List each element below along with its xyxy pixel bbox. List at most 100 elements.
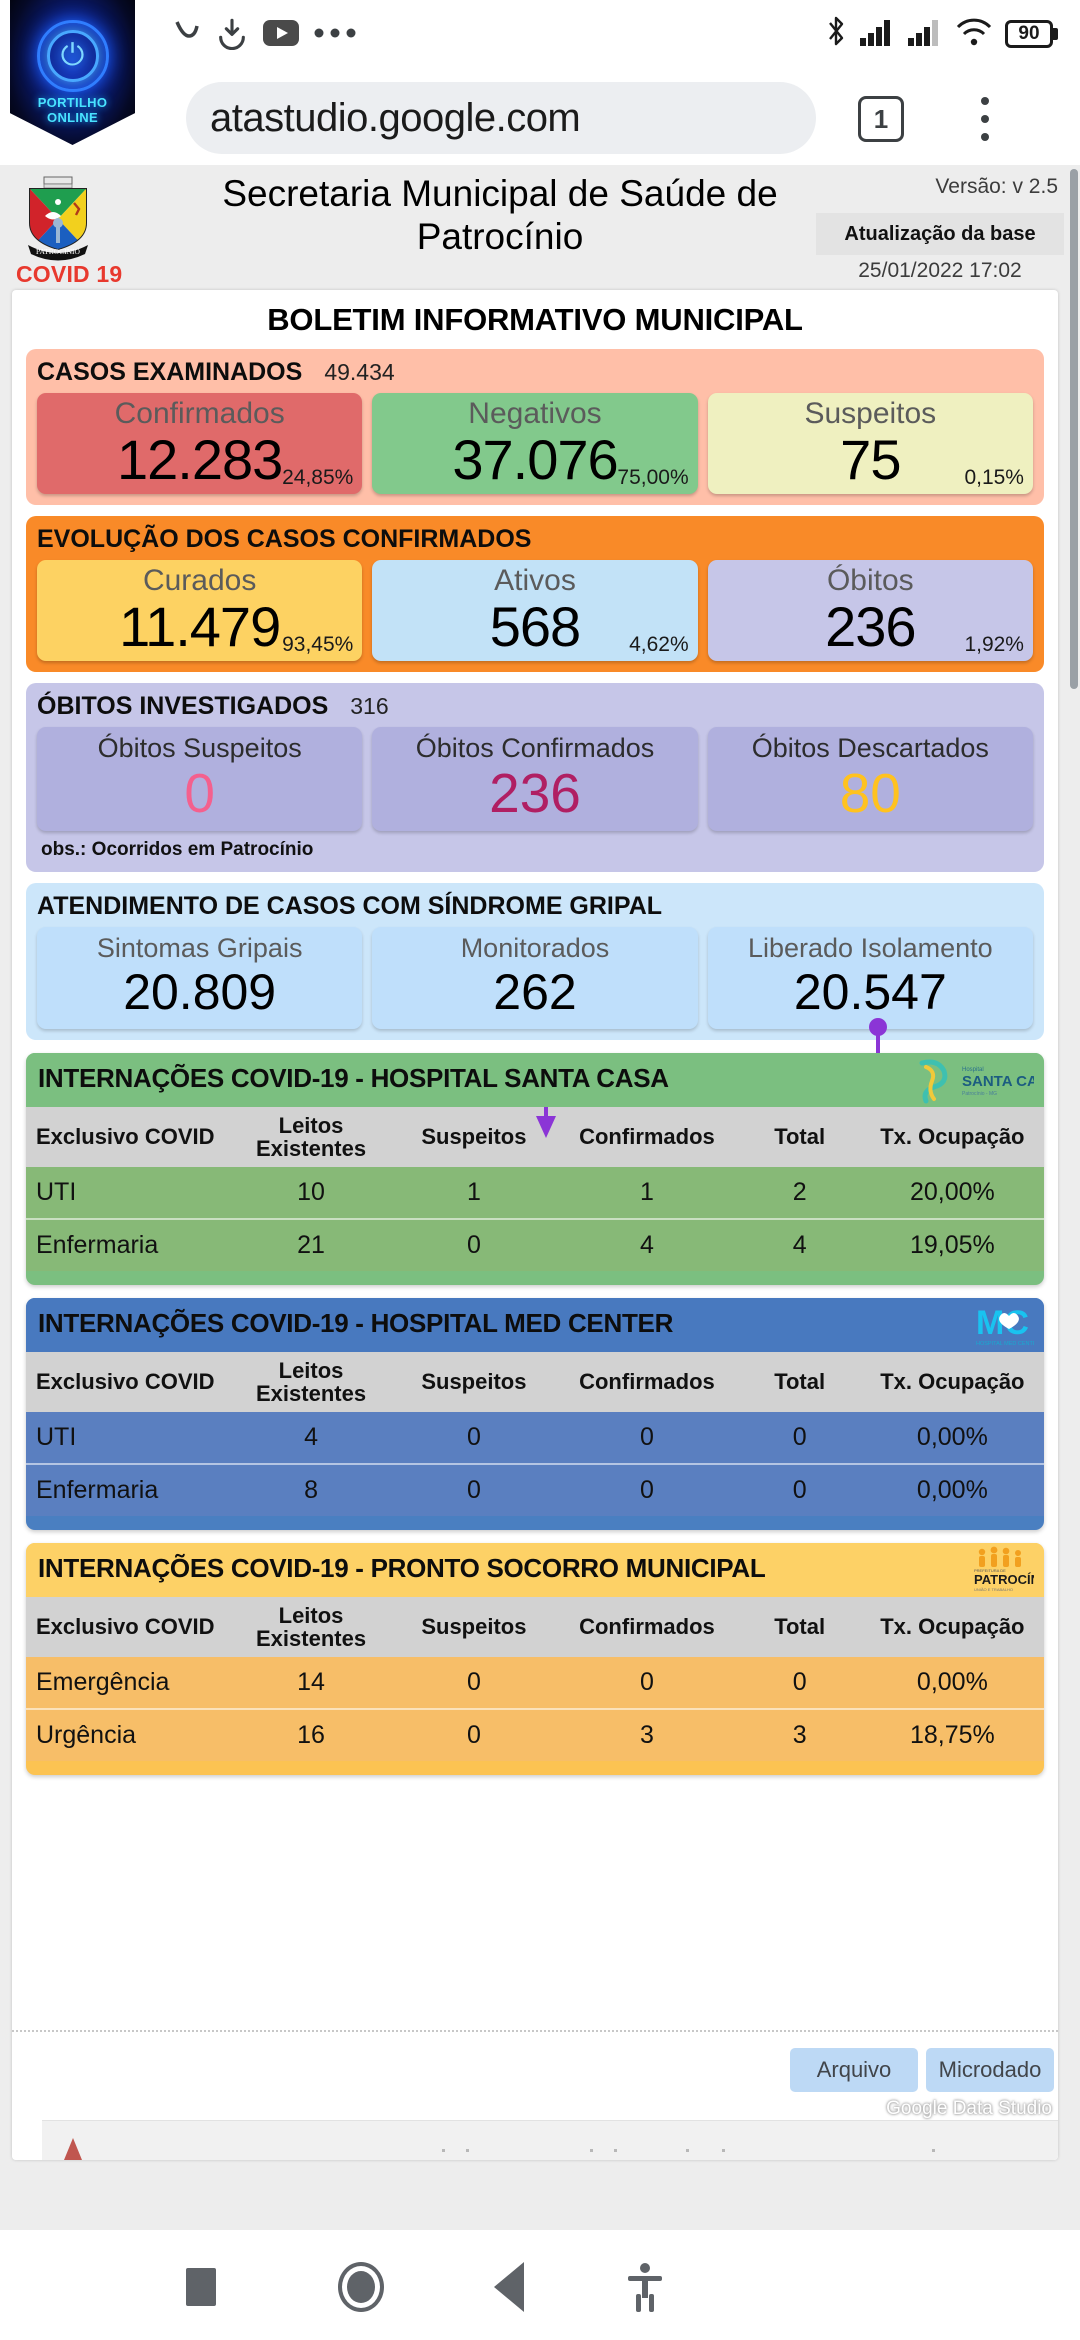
data-table: Exclusivo COVID Leitos Existentes Suspei…: [26, 1351, 1044, 1516]
cell-total: 4: [738, 1217, 861, 1271]
col-suspeitos: Suspeitos: [392, 1596, 556, 1658]
metric-value: 262: [493, 964, 577, 1020]
table-row[interactable]: UTI 10 1 1 2 20,00%: [26, 1166, 1044, 1219]
section-header: ATENDIMENTO DE CASOS COM SÍNDROME GRIPAL: [37, 892, 1033, 927]
med-center-logo-icon: MC HOSPITAL MED CENTER: [904, 1300, 1041, 1350]
metric-card-confirmados[interactable]: Confirmados 12.283 24,85%: [37, 393, 363, 494]
col-tx-ocupacao: Tx. Ocupação: [860, 1351, 1044, 1412]
cell-tipo: Enfermaria: [26, 1462, 230, 1516]
metric-card-obitos[interactable]: Óbitos 236 1,92%: [707, 560, 1033, 661]
cell-tipo: UTI: [36, 1177, 77, 1206]
svg-text:HOSPITAL MED CENTER: HOSPITAL MED CENTER: [976, 1341, 1034, 1347]
cell-confirmados: 0: [640, 1668, 654, 1697]
recents-button[interactable]: [186, 2268, 216, 2306]
metric-label: Liberado Isolamento: [747, 933, 993, 963]
svg-text:PATROCINIO: PATROCINIO: [36, 247, 80, 256]
metric-card-negativos[interactable]: Negativos 37.076 75,00%: [372, 393, 698, 494]
table-row[interactable]: UTI 4 0 0 0 0,00%: [26, 1411, 1044, 1464]
metric-card-obitos-descartados[interactable]: Óbitos Descartados 80: [707, 727, 1033, 831]
back-button[interactable]: [494, 2262, 524, 2312]
chart-peak-marker: [64, 2138, 82, 2160]
cell-confirmados: 4: [555, 1217, 739, 1271]
partial-icon: [175, 18, 201, 53]
metric-card-suspeitos[interactable]: Suspeitos 75 0,15%: [707, 393, 1033, 494]
more-icon: [313, 26, 357, 44]
table-header-row: Exclusivo COVID Leitos Existentes Suspei…: [26, 1596, 1044, 1658]
webpage-viewport[interactable]: PATROCINIO COVID 19 Painel Coronavírus S…: [0, 165, 1080, 2230]
table-header-row: Exclusivo COVID Leitos Existentes Suspei…: [26, 1351, 1044, 1412]
metric-card-ativos[interactable]: Ativos 568 4,62%: [372, 560, 698, 661]
metric-card-sintomas-gripais[interactable]: Sintomas Gripais 20.809: [37, 927, 363, 1029]
cell-suspeitos: 0: [466, 1668, 481, 1697]
browser-menu-button[interactable]: [960, 92, 1010, 146]
patrocinio-coat-of-arms-icon: PATROCINIO: [22, 175, 94, 261]
tab-count-text: 1: [873, 103, 889, 134]
portilho-line2: ONLINE: [47, 109, 98, 125]
section-evolucao-casos: EVOLUÇÃO DOS CASOS CONFIRMADOS Curados 1…: [26, 516, 1044, 672]
cell-leitos: 16: [229, 1708, 393, 1762]
microdado-button[interactable]: Microdado: [926, 2048, 1054, 2092]
metric-card-monitorados[interactable]: Monitorados 262: [372, 927, 698, 1029]
cell-suspeitos: 1: [466, 1177, 481, 1206]
metric-card-curados[interactable]: Curados 11.479 93,45%: [37, 560, 363, 661]
metric-label: Curados: [142, 564, 257, 597]
metric-value: 12.283: [117, 428, 283, 491]
metric-value: 20.809: [123, 964, 277, 1020]
portilho-line1: PORTILHO: [37, 95, 108, 111]
table-hospital-santa-casa: INTERNAÇÕES COVID-19 - HOSPITAL SANTA CA…: [26, 1052, 1044, 1285]
cell-leitos: 14: [297, 1668, 325, 1697]
browser-toolbar: atastudio.google.com 1: [0, 70, 1080, 165]
cell-confirmados: 3: [555, 1708, 739, 1762]
col-exclusivo-covid: Exclusivo COVID: [26, 1596, 230, 1658]
partial-chart-preview[interactable]: [42, 2120, 1058, 2160]
home-button[interactable]: [338, 2262, 384, 2312]
metric-label: Óbitos Descartados: [751, 733, 989, 763]
cell-suspeitos: 0: [392, 1708, 556, 1762]
table-row[interactable]: Enfermaria 8 0 0 0 0,00%: [26, 1462, 1044, 1516]
section-title: ÓBITOS INVESTIGADOS: [37, 692, 329, 720]
dashboard-footer: Arquivo Microdado Google Data Studio: [12, 2030, 1058, 2160]
obitos-note: obs.: Ocorridos em Patrocínio: [41, 839, 314, 860]
cell-ocupacao: 18,75%: [860, 1708, 1044, 1762]
metric-value: 11.479: [119, 595, 281, 658]
col-tx-ocupacao: Tx. Ocupação: [860, 1596, 1044, 1658]
accessibility-button[interactable]: [620, 2260, 670, 2314]
signal-icon-2: [907, 16, 943, 51]
metric-percent: 1,92%: [964, 633, 1024, 656]
metric-value: 80: [839, 762, 901, 824]
android-status-bar: 90: [0, 0, 1080, 70]
metric-card-obitos-suspeitos[interactable]: Óbitos Suspeitos 0: [37, 727, 363, 831]
table-row[interactable]: Enfermaria 21 0 4 4 19,05%: [26, 1217, 1044, 1271]
metric-value: 37.076: [452, 428, 618, 491]
table-row[interactable]: Emergência 14 0 0 0 0,00%: [26, 1657, 1044, 1710]
metric-value: 0: [184, 762, 215, 824]
address-bar[interactable]: atastudio.google.com: [186, 82, 816, 154]
covid19-label: COVID 19: [16, 261, 123, 287]
cell-tipo: UTI: [36, 1422, 77, 1451]
tab-counter-button[interactable]: 1: [858, 96, 904, 142]
metric-card-liberado-isolamento[interactable]: Liberado Isolamento 20.547: [707, 927, 1033, 1029]
svg-text:PATROCÍNIO: PATROCÍNIO: [974, 1572, 1034, 1587]
power-ring-icon: ⏻: [36, 20, 109, 93]
youtube-icon: [263, 19, 299, 51]
metric-label: Confirmados: [114, 397, 285, 430]
cell-ocupacao: 0,00%: [916, 1668, 988, 1697]
page-scrollbar[interactable]: [1070, 169, 1078, 689]
cell-suspeitos: 0: [392, 1217, 556, 1271]
table-title: INTERNAÇÕES COVID-19 - PRONTO SOCORRO MU…: [38, 1552, 766, 1583]
arquivo-button[interactable]: Arquivo: [790, 2048, 918, 2092]
col-confirmados: Confirmados: [555, 1596, 739, 1658]
url-text: atastudio.google.com: [210, 95, 581, 140]
cell-leitos: 21: [229, 1217, 393, 1271]
signal-icon-1: [859, 16, 895, 51]
col-suspeitos: Suspeitos: [392, 1351, 556, 1412]
col-exclusivo-covid: Exclusivo COVID: [26, 1351, 230, 1412]
metric-card-obitos-confirmados[interactable]: Óbitos Confirmados 236: [372, 727, 698, 831]
table-row[interactable]: Urgência 16 0 3 3 18,75%: [26, 1708, 1044, 1762]
battery-level: 90: [1005, 19, 1053, 48]
section-title: EVOLUÇÃO DOS CASOS CONFIRMADOS: [37, 525, 532, 553]
table-header-bar: INTERNAÇÕES COVID-19 - PRONTO SOCORRO MU…: [26, 1542, 1044, 1597]
svg-text:UNIÃO E TRABALHO: UNIÃO E TRABALHO: [974, 1587, 1013, 1592]
section-title: CASOS EXAMINADOS: [37, 358, 303, 386]
metric-percent: 0,15%: [964, 466, 1024, 489]
